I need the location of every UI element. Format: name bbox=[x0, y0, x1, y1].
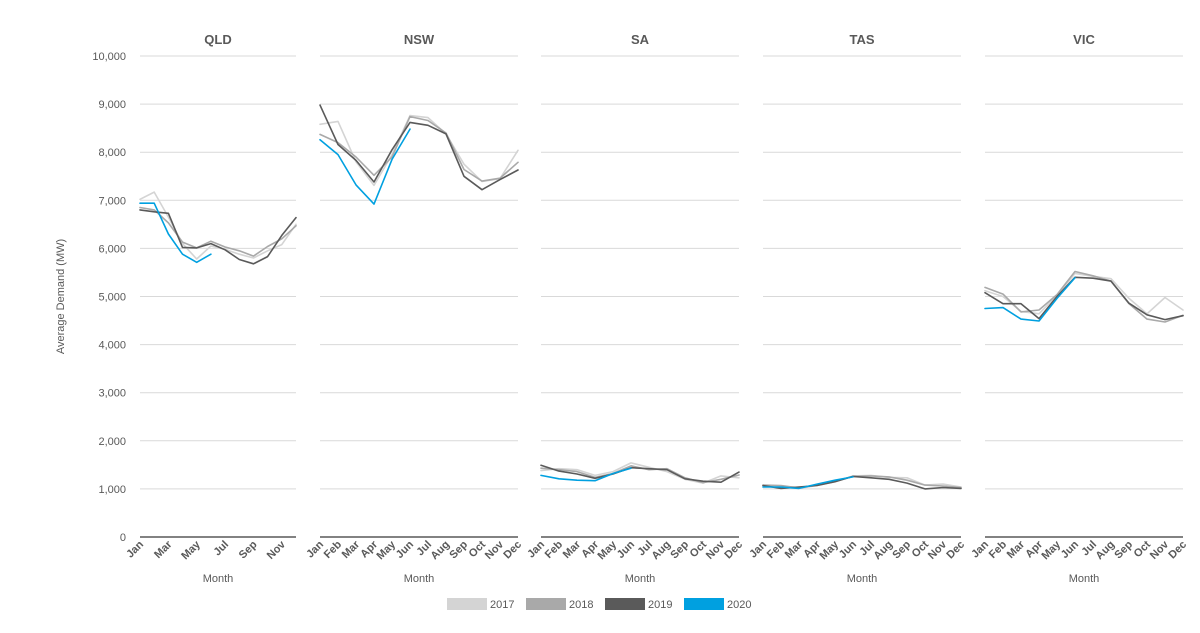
x-tick-label: Jan bbox=[124, 538, 146, 560]
x-tick-label: Sep bbox=[1112, 538, 1135, 561]
legend-label: 2019 bbox=[648, 599, 672, 611]
series-line-2020 bbox=[319, 128, 411, 205]
y-axis-title: Average Demand (MW) bbox=[55, 239, 67, 354]
x-tick-label: Mar bbox=[152, 538, 175, 561]
x-tick-label: Mar bbox=[1005, 538, 1028, 561]
panel-nsw: NSWJanFebMarAprMayJunJulAugSepOctNovDecM… bbox=[304, 32, 524, 585]
x-tick-label: Dec bbox=[944, 539, 967, 562]
series-line-2020 bbox=[762, 476, 854, 490]
y-tick-label: 1,000 bbox=[98, 484, 126, 496]
x-tick-label: Jan bbox=[747, 538, 769, 560]
panel-title: NSW bbox=[404, 32, 435, 47]
legend: 2017 2018 2019 2020 bbox=[447, 598, 751, 611]
legend-label: 2017 bbox=[490, 599, 514, 611]
x-tick-label: Feb bbox=[765, 538, 788, 561]
y-tick-label: 4,000 bbox=[98, 340, 126, 352]
y-tick-label: 10,000 bbox=[92, 51, 126, 63]
x-tick-label: Feb bbox=[543, 538, 566, 561]
series-line-2017 bbox=[984, 272, 1184, 315]
x-tick-label: May bbox=[179, 538, 203, 562]
x-axis-title: Month bbox=[404, 573, 435, 585]
panel-title: VIC bbox=[1073, 32, 1095, 47]
legend-label: 2018 bbox=[569, 599, 593, 611]
x-tick-label: Jan bbox=[525, 538, 547, 560]
x-tick-label: Jun bbox=[1059, 538, 1082, 561]
x-tick-label: Sep bbox=[890, 538, 913, 561]
series-line-2020 bbox=[139, 202, 212, 264]
x-tick-label: Feb bbox=[322, 538, 345, 561]
x-tick-label: Mar bbox=[340, 538, 363, 561]
y-tick-label: 8,000 bbox=[98, 147, 126, 159]
legend-swatch bbox=[447, 598, 487, 610]
series-line-2019 bbox=[984, 276, 1184, 321]
panel-title: QLD bbox=[204, 32, 231, 47]
x-tick-label: Sep bbox=[237, 538, 260, 561]
panel-sa: SAJanFebMarAprMayJunJulAugSepOctNovDecMo… bbox=[525, 32, 745, 585]
x-tick-label: Jun bbox=[394, 538, 417, 561]
x-tick-label: Dec bbox=[722, 539, 745, 562]
series-line-2018 bbox=[139, 206, 297, 257]
y-tick-label: 3,000 bbox=[98, 388, 126, 400]
y-tick-label: 5,000 bbox=[98, 292, 126, 304]
panel-qld: QLD Jan Mar May Jul Sep Nov Month bbox=[124, 32, 297, 585]
panel-title: TAS bbox=[849, 32, 874, 47]
y-tick-label: 9,000 bbox=[98, 99, 126, 111]
x-tick-label: Nov bbox=[265, 538, 289, 562]
x-tick-label: Mar bbox=[561, 538, 584, 561]
legend-swatch bbox=[526, 598, 566, 610]
panel-title: SA bbox=[631, 32, 650, 47]
x-axis-title: Month bbox=[625, 573, 656, 585]
x-tick-label: Dec bbox=[501, 539, 524, 562]
x-tick-label: Sep bbox=[668, 538, 691, 561]
series-line-2019 bbox=[540, 464, 740, 484]
x-tick-label: Feb bbox=[987, 538, 1010, 561]
x-axis-title: Month bbox=[847, 573, 878, 585]
y-tick-label: 0 bbox=[120, 532, 126, 544]
panel-tas: TASJanFebMarAprMayJunJulAugSepOctNovDecM… bbox=[747, 32, 967, 585]
y-tick-label: 7,000 bbox=[98, 195, 126, 207]
x-axis-title: Month bbox=[203, 573, 234, 585]
series-line-2020 bbox=[540, 467, 632, 482]
x-axis-title: Month bbox=[1069, 573, 1100, 585]
x-tick-label: Dec bbox=[1166, 539, 1189, 562]
y-tick-label: 6,000 bbox=[98, 243, 126, 255]
series-line-2019 bbox=[762, 475, 962, 490]
x-tick-label: Mar bbox=[783, 538, 806, 561]
series-line-2018 bbox=[984, 270, 1184, 323]
series-line-2020 bbox=[984, 276, 1076, 322]
legend-label: 2020 bbox=[727, 599, 751, 611]
series-line-2018 bbox=[319, 115, 519, 182]
legend-swatch bbox=[684, 598, 724, 610]
series-line-2019 bbox=[139, 209, 297, 265]
panel-vic: VICJanFebMarAprMayJunJulAugSepOctNovDecM… bbox=[969, 32, 1189, 585]
x-tick-label: Jun bbox=[837, 538, 860, 561]
y-tick-label: 2,000 bbox=[98, 436, 126, 448]
legend-swatch bbox=[605, 598, 645, 610]
x-tick-label: Jan bbox=[304, 538, 326, 560]
series-line-2019 bbox=[319, 104, 519, 191]
x-tick-label: Jun bbox=[615, 538, 638, 561]
x-tick-label: Jul bbox=[211, 539, 231, 559]
x-tick-label: Sep bbox=[447, 538, 470, 561]
x-tick-label: Jan bbox=[969, 538, 991, 560]
